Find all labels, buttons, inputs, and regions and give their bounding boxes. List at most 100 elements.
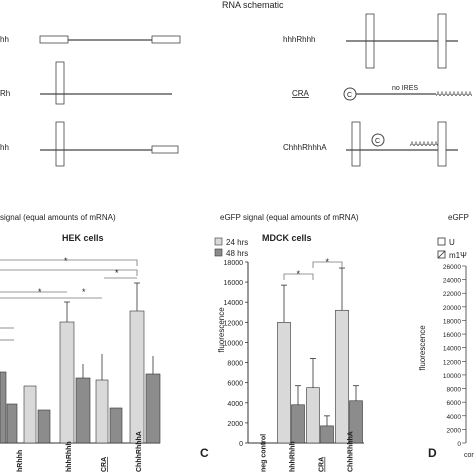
mdck-chart: eGFP signal (equal amounts of mRNA) MDCK… (200, 213, 364, 472)
left-sig-star: * (115, 268, 119, 278)
right-row1-hairpin-r (437, 13, 447, 69)
right-y-label: fluorescence (418, 325, 427, 371)
left-xlabel: hhhRhhh (66, 441, 73, 472)
bar (306, 387, 320, 444)
sig-star: * (297, 269, 301, 279)
y-tick-label: 12000 (224, 320, 244, 327)
left-bar (0, 371, 7, 444)
y-tick-label: 4000 (227, 401, 243, 408)
right-label-3: ChhhRhhhA (283, 143, 327, 152)
legend-swatch (214, 237, 223, 246)
left-row3-hairpin-r (151, 145, 179, 154)
schematic-right: hhhRhhh CRA ChhhRhhhA C no IRES AAAAAAAA… (283, 13, 472, 167)
right-ytick-label: 8000 (447, 387, 462, 394)
y-tick-label: 14000 (224, 300, 244, 307)
right-ytick-label: 2000 (447, 427, 462, 434)
right-ytick-label: 14000 (443, 346, 461, 353)
legend-label: 24 hrs (226, 238, 248, 247)
right-stub-title: eGFP (448, 213, 469, 222)
left-sig-bracket (0, 259, 138, 266)
right-ytick-label: 20000 (443, 305, 461, 312)
right-stub: eGFP U m1Ψ fluorescence 26000 24000 22000 2… (418, 213, 474, 460)
right-row3-polya: AAAAAAAAA (410, 142, 446, 148)
right-ytick-label: 10000 (443, 373, 461, 380)
left-bar (109, 407, 123, 444)
panel-letter-c: C (200, 446, 209, 460)
left-panel-subtitle: HEK cells (62, 233, 104, 243)
right-row2-cap-text: C (347, 92, 352, 99)
right-row2-polya: AAAAAAAAA (436, 92, 472, 98)
legend-label-u: U (449, 238, 455, 247)
right-row3-hairpin-r (437, 121, 447, 167)
right-label-2: CRA (292, 89, 310, 98)
chart-title: eGFP signal (equal amounts of mRNA) (220, 213, 359, 222)
legend-label: 48 hrs (226, 249, 248, 258)
left-xlabel: CRA (101, 457, 108, 472)
legend-swatch (214, 248, 223, 257)
bar (277, 322, 291, 444)
sig-star: * (326, 257, 330, 267)
right-ytick-label: 22000 (443, 291, 461, 298)
right-row3-cap-icon (371, 133, 385, 147)
sig-bracket (312, 261, 343, 268)
bars: neg control hhhRhhh CRA ChhhRhhhA (261, 267, 363, 472)
left-row3-hairpin-v (55, 121, 65, 167)
left-bar (37, 409, 51, 444)
left-label-2: Rh (0, 89, 10, 98)
y-tick-label: 16000 (224, 280, 244, 287)
left-row1-hairpin-r (151, 35, 181, 44)
left-xlabel: hRhhh (17, 450, 24, 472)
right-row3-cap-text: C (375, 138, 380, 145)
x-tick-label: CRA (319, 457, 326, 472)
y-axis-label: fluorescence (217, 307, 226, 353)
right-ytick-label: 16000 (443, 332, 461, 339)
left-bar (6, 403, 18, 444)
significance: ** (283, 257, 343, 280)
axes: 0 2000 4000 6000 8000 10000 12000 14000 16000 180… (224, 260, 364, 448)
left-sig-star: * (64, 256, 68, 266)
left-row2-hairpin (55, 61, 65, 105)
legend: 24 hrs 48 hrs (214, 237, 248, 258)
left-bar (23, 385, 37, 444)
right-row3-hairpin-l (351, 121, 361, 167)
y-tick-label: 18000 (224, 260, 244, 267)
left-sig-bracket (0, 269, 138, 276)
right-ytick-label: 4000 (447, 414, 462, 421)
chart-subtitle: MDCK cells (262, 233, 312, 243)
schematic-left: hh Rh hh (0, 35, 181, 167)
sig-bracket (283, 273, 314, 280)
y-tick-label: 0 (239, 441, 243, 448)
y-tick-label: 8000 (227, 361, 243, 368)
bar (320, 425, 334, 444)
right-ytick-label: 24000 (443, 278, 461, 285)
bar (291, 404, 305, 444)
y-tick-label: 10000 (224, 340, 244, 347)
right-yticks: 2600024000220002000018000160001400012000… (443, 264, 467, 448)
y-tick-label: 6000 (227, 381, 243, 388)
legend-swatch-u (437, 237, 446, 246)
x-tick-label: hhhRhhh (290, 441, 297, 472)
right-ytick-label: 12000 (443, 359, 461, 366)
right-ytick-label: 18000 (443, 318, 461, 325)
panel-letter-d: D (428, 446, 437, 460)
right-ytick-label: 6000 (447, 400, 462, 407)
left-xlabel: ChhhRhhhA (136, 431, 143, 472)
left-bar (95, 379, 109, 444)
legend-hatch (437, 250, 446, 259)
schematic-title: RNA schematic (222, 0, 284, 10)
left-bar (75, 377, 91, 444)
left-label-3: hh (0, 143, 9, 152)
y-tick-label: 2000 (227, 421, 243, 428)
right-label-1: hhhRhhh (283, 35, 315, 44)
left-sig-star: * (82, 287, 86, 297)
no-ires-text: no IRES (392, 85, 418, 92)
left-panel: signal (equal amounts of mRNA) HEK cells… (0, 213, 161, 472)
right-ytick-label: 0 (457, 441, 461, 448)
x-tick-label: ChhhRhhhA (348, 431, 355, 472)
left-row1-hairpin-l (39, 35, 69, 44)
left-bar (145, 373, 161, 444)
left-bar (129, 310, 145, 444)
legend-label-m1psi: m1Ψ (449, 251, 467, 260)
left-sig-star: * (38, 287, 42, 297)
